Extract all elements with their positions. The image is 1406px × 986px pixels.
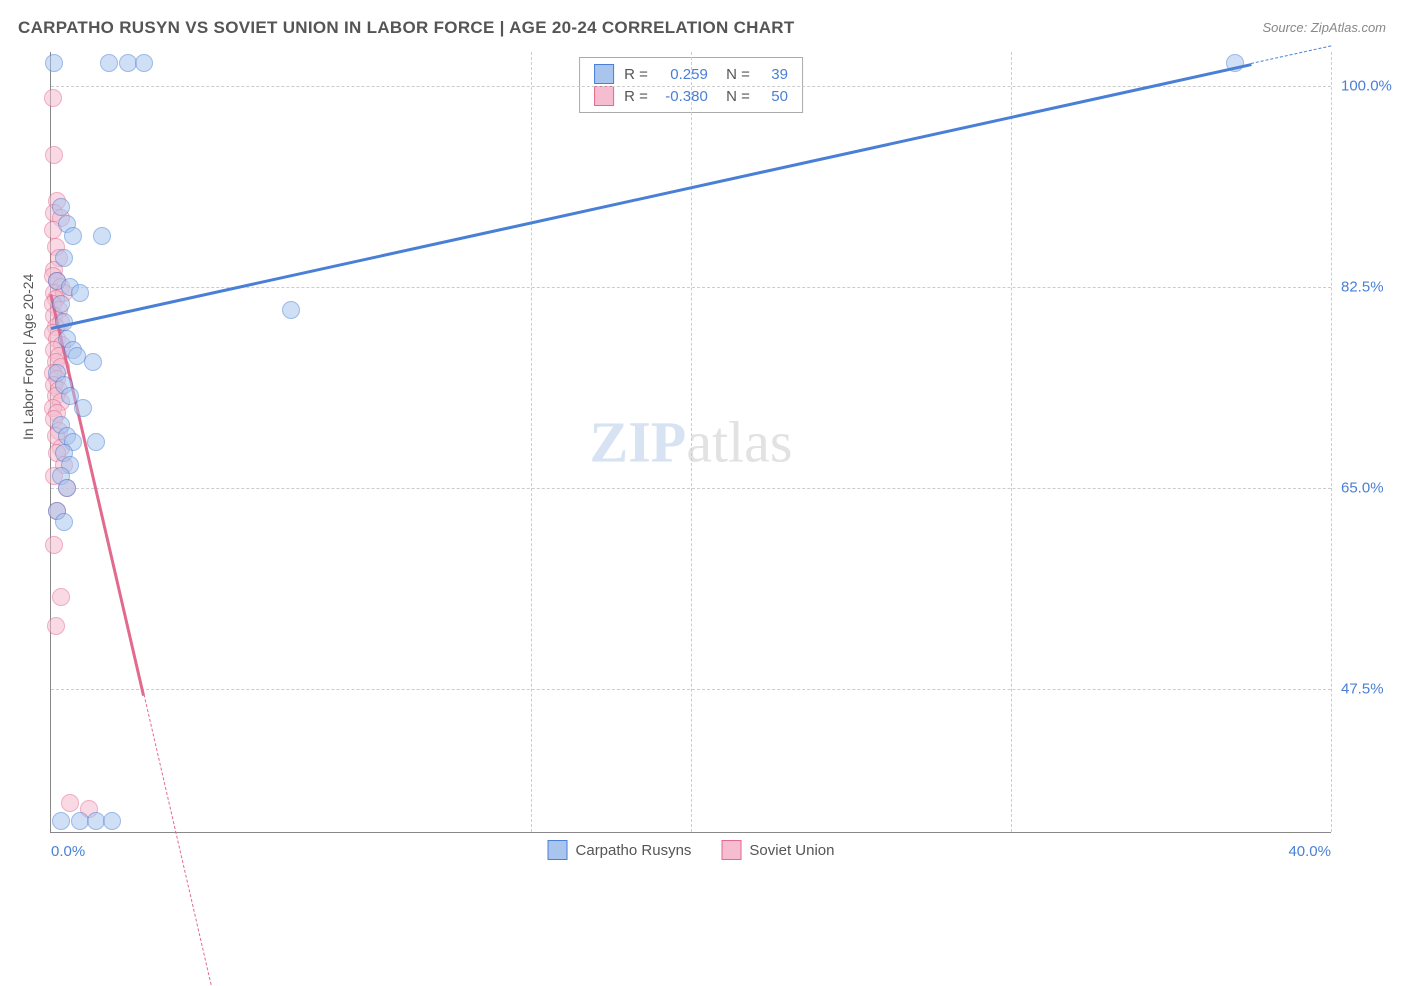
data-point-a: [52, 198, 70, 216]
ytick-label: 65.0%: [1341, 479, 1401, 496]
data-point-a: [52, 295, 70, 313]
stats-n-label: N =: [718, 66, 750, 83]
stats-n-b: 50: [760, 88, 788, 105]
data-point-a: [100, 54, 118, 72]
plot-area: ZIPatlas R = 0.259 N = 39 R = -0.380 N =…: [50, 52, 1331, 833]
chart-title: CARPATHO RUSYN VS SOVIET UNION IN LABOR …: [18, 18, 795, 38]
data-point-b: [52, 588, 70, 606]
data-point-a: [58, 479, 76, 497]
legend-label-a: Carpatho Rusyns: [576, 842, 692, 859]
stats-r-label: R =: [624, 88, 648, 105]
data-point-b: [61, 794, 79, 812]
data-point-a: [74, 399, 92, 417]
xtick-label: 40.0%: [1288, 843, 1331, 860]
trend-extension-a: [1251, 46, 1331, 65]
data-point-a: [135, 54, 153, 72]
source-label: Source: ZipAtlas.com: [1262, 20, 1386, 35]
data-point-a: [64, 227, 82, 245]
legend-swatch-a: [548, 840, 568, 860]
data-point-a: [282, 301, 300, 319]
gridline-v: [531, 52, 532, 832]
y-axis-title: In Labor Force | Age 20-24: [20, 274, 36, 440]
watermark-zip: ZIP: [590, 410, 687, 475]
data-point-a: [93, 227, 111, 245]
swatch-a: [594, 64, 614, 84]
xtick-label: 0.0%: [51, 843, 85, 860]
data-point-a: [84, 353, 102, 371]
gridline-v: [1011, 52, 1012, 832]
stats-n-label: N =: [718, 88, 750, 105]
data-point-a: [87, 433, 105, 451]
trend-extension-b: [143, 695, 211, 986]
legend-item-a: Carpatho Rusyns: [548, 840, 692, 860]
gridline-v: [691, 52, 692, 832]
ytick-label: 100.0%: [1341, 78, 1401, 95]
ytick-label: 82.5%: [1341, 279, 1401, 296]
legend-label-b: Soviet Union: [749, 842, 834, 859]
stats-r-b: -0.380: [658, 88, 708, 105]
stats-n-a: 39: [760, 66, 788, 83]
data-point-b: [47, 617, 65, 635]
legend-swatch-b: [721, 840, 741, 860]
data-point-b: [44, 89, 62, 107]
data-point-a: [52, 812, 70, 830]
legend: Carpatho Rusyns Soviet Union: [548, 840, 835, 860]
data-point-a: [103, 812, 121, 830]
legend-item-b: Soviet Union: [721, 840, 834, 860]
stats-r-a: 0.259: [658, 66, 708, 83]
watermark-atlas: atlas: [686, 410, 792, 475]
data-point-a: [71, 284, 89, 302]
data-point-b: [45, 536, 63, 554]
gridline-v: [1331, 52, 1332, 832]
swatch-b: [594, 86, 614, 106]
data-point-b: [45, 146, 63, 164]
data-point-a: [55, 249, 73, 267]
data-point-a: [45, 54, 63, 72]
data-point-a: [55, 513, 73, 531]
stats-r-label: R =: [624, 66, 648, 83]
ytick-label: 47.5%: [1341, 680, 1401, 697]
